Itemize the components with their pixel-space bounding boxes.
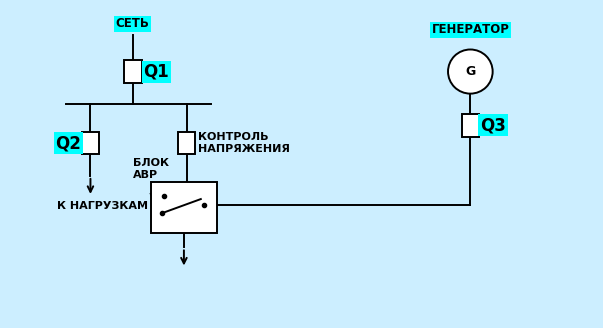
Bar [151,182,217,233]
Bar [82,132,99,154]
Text: БЛОК
АВР: БЛОК АВР [133,158,169,179]
Circle shape [448,50,493,93]
Text: К НАГРУЗКАМ: К НАГРУЗКАМ [57,201,148,211]
Text: Q2: Q2 [55,134,81,152]
Text: СЕТЬ: СЕТЬ [116,17,150,31]
Bar [124,60,142,83]
Bar [178,132,195,154]
Text: КОНТРОЛЬ
НАПРЯЖЕНИЯ: КОНТРОЛЬ НАПРЯЖЕНИЯ [198,132,289,154]
Text: Q3: Q3 [480,116,506,134]
Text: G: G [466,65,475,78]
Text: Q1: Q1 [144,63,169,81]
Bar [462,114,479,136]
Text: ГЕНЕРАТОР: ГЕНЕРАТОР [431,23,510,36]
